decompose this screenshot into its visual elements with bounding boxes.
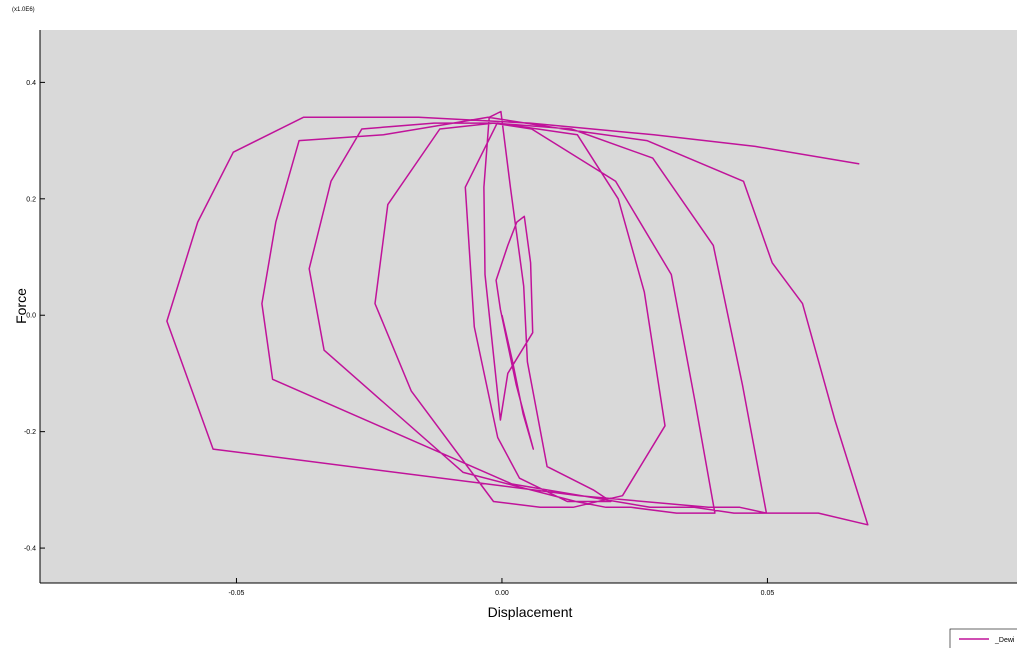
x-tick-label: -0.05 xyxy=(228,590,244,597)
y-axis-ticks: -0.4 -0.2 0.0 0.2 0.4 xyxy=(24,80,45,553)
legend-label: _Dewi xyxy=(994,637,1015,644)
x-axis-title: Displacement xyxy=(488,604,573,620)
plot-area xyxy=(40,30,1017,583)
x-tick-label: 0.05 xyxy=(761,590,775,597)
y-tick-label: -0.2 xyxy=(24,429,36,436)
y-tick-label: 0.2 xyxy=(26,196,36,203)
y-tick-label: 0.4 xyxy=(26,80,36,87)
legend: _Dewi xyxy=(949,628,1017,648)
x-tick-label: 0.00 xyxy=(495,590,509,597)
hysteresis-lines xyxy=(166,110,869,526)
x-axis-ticks: -0.05 0.00 0.05 xyxy=(228,578,774,597)
series-line-0 xyxy=(166,110,869,526)
y-tick-label: -0.4 xyxy=(24,546,36,553)
scale-label: (x1.0E6) xyxy=(12,7,35,13)
y-tick-label: 0.0 xyxy=(26,313,36,320)
y-axis-title: Force xyxy=(13,288,29,324)
